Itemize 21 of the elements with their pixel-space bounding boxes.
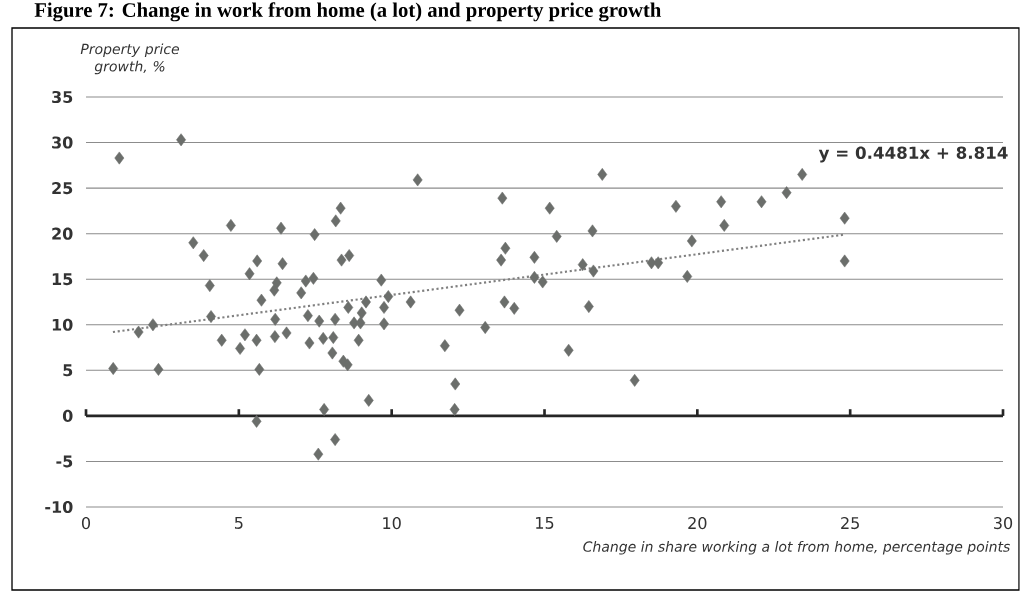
x-tick-label: 20 bbox=[688, 517, 707, 530]
x-tick-label: 0 bbox=[81, 517, 91, 530]
chart-title: Figure 7: Change in work from home (a lot) and property price growth bbox=[34, 2, 662, 22]
y-tick-label: 10 bbox=[52, 318, 73, 331]
x-axis-title: Change in share working a lot from home, percentage points bbox=[583, 541, 1011, 555]
x-tick-label: 5 bbox=[234, 517, 243, 529]
y-tick-label: 25 bbox=[52, 182, 73, 195]
annotation: y = 0.4481x + 8.814 bbox=[818, 146, 1008, 163]
y-tick-label: 30 bbox=[52, 136, 73, 149]
y-tick-label: 0 bbox=[62, 409, 73, 422]
y-tick-label: 20 bbox=[52, 227, 73, 240]
y-tick-label: 15 bbox=[52, 273, 73, 286]
y-tick-label: 35 bbox=[52, 90, 73, 104]
x-tick-label: 30 bbox=[994, 517, 1013, 530]
y-tick-label: 5 bbox=[63, 364, 73, 377]
y-axis-title: Property price growth, % bbox=[80, 43, 180, 75]
x-tick-label: 10 bbox=[383, 517, 401, 530]
y-tick-label: -5 bbox=[56, 455, 73, 468]
y-tick-label: -10 bbox=[45, 500, 73, 514]
x-tick-label: 15 bbox=[536, 517, 554, 529]
x-tick-label: 25 bbox=[841, 517, 859, 530]
